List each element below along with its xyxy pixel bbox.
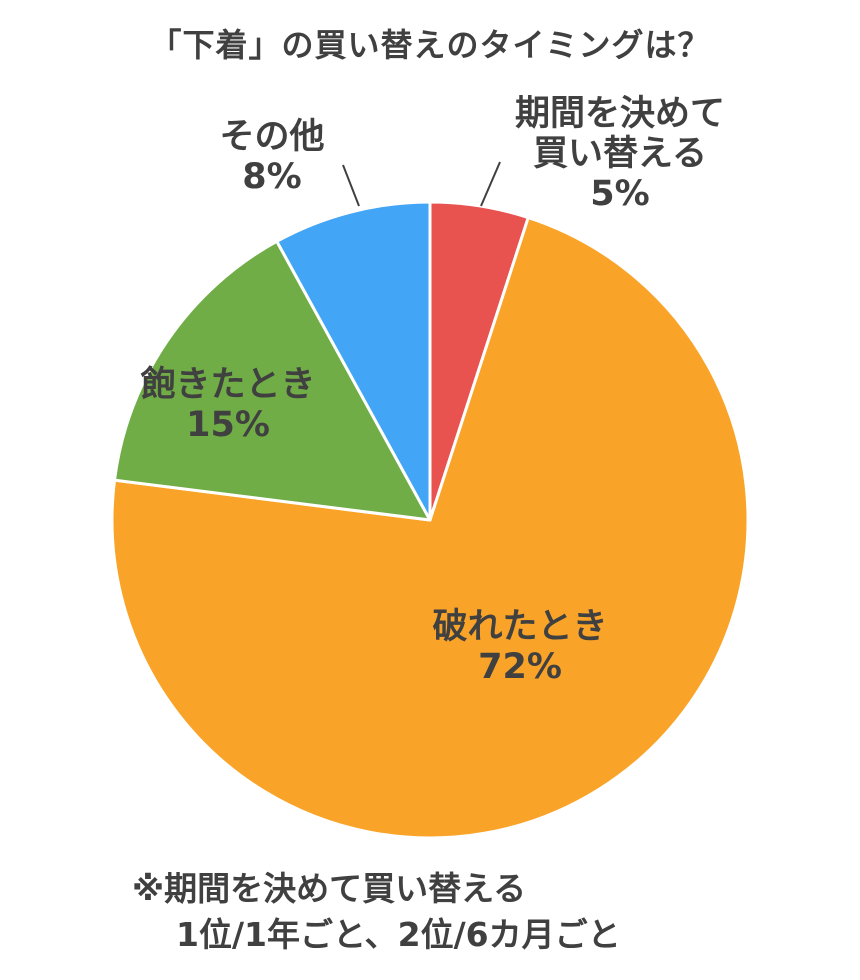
slice-label-bored: 飽きたとき 15% <box>140 365 315 445</box>
slice-category-label: 買い替える <box>533 134 707 174</box>
slice-category-label: 期間を決めて <box>515 94 725 134</box>
leader-lines <box>342 161 501 207</box>
footnote-line-1: ※期間を決めて買い替える <box>132 869 527 908</box>
slice-label-torn: 破れたとき 72% <box>432 607 607 687</box>
slice-value-label: 15% <box>186 405 270 445</box>
pie-slice-bored <box>113 239 432 522</box>
slice-category-label: 飽きたとき <box>140 365 315 405</box>
slice-category-label: 破れたとき <box>432 607 607 647</box>
leader-line-other <box>342 164 360 207</box>
pie-slices <box>110 200 750 840</box>
chart-title: 「下着」の買い替えのタイミングは？ <box>149 26 711 64</box>
slice-value-label: 8% <box>242 157 301 197</box>
pie-slice-other <box>275 200 432 522</box>
slice-label-other: その他 8% <box>219 117 324 197</box>
leader-line-scheduled <box>480 161 501 207</box>
slice-label-scheduled: 期間を決めて買い替える 5% <box>515 94 725 214</box>
footnote-line-2: 1位/1年ごと、2位/6カ月ごと <box>176 915 621 954</box>
slice-value-label: 5% <box>590 174 649 214</box>
pie-slice-torn <box>110 216 750 840</box>
slice-category-label: その他 <box>219 117 324 157</box>
slice-labels: 期間を決めて買い替える 5% 破れたとき 72% 飽きたとき 15% その他 8% <box>140 94 725 687</box>
slice-value-label: 72% <box>478 647 562 687</box>
